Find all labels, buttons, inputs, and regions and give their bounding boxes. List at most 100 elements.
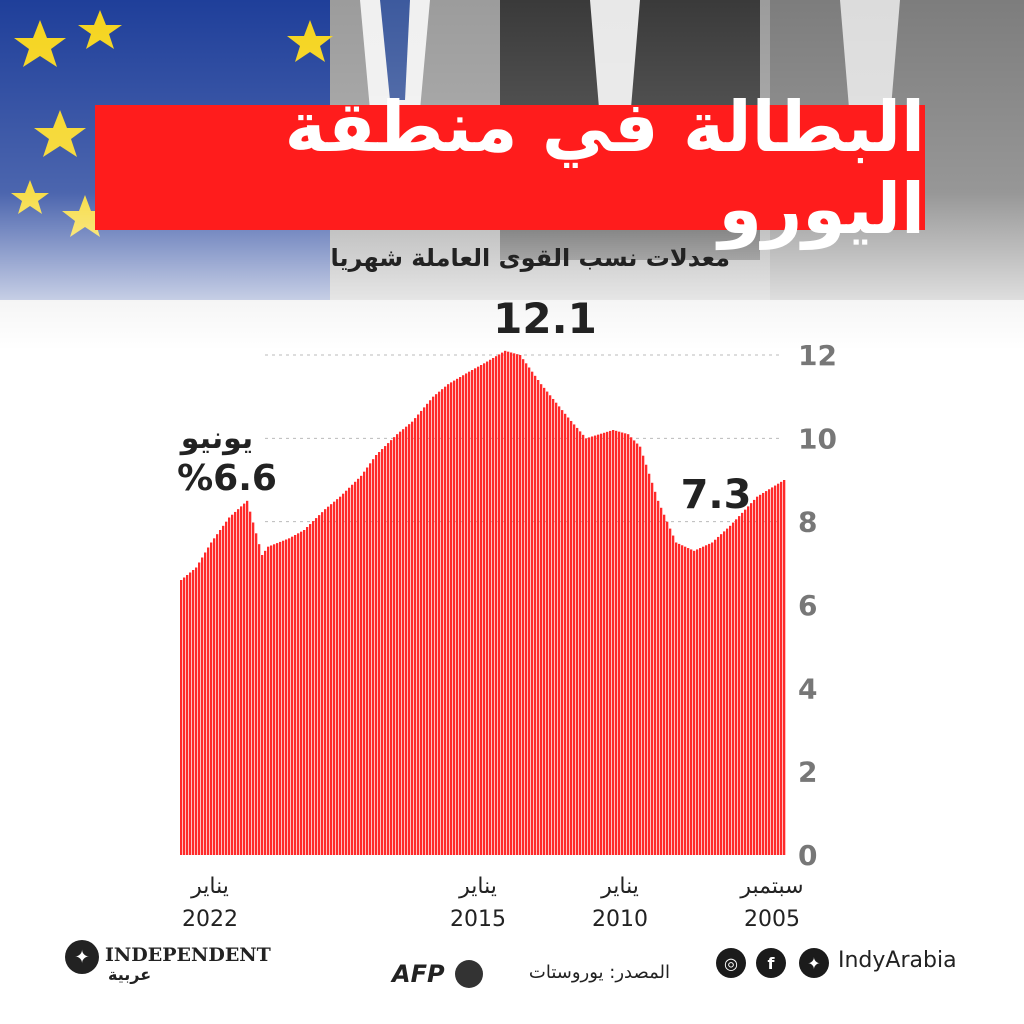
chart-bar [210,542,213,855]
chart-bar [453,380,456,855]
instagram-icon[interactable]: ◎ [716,948,746,978]
chart-bar [441,389,444,855]
chart-bar [180,580,183,855]
chart-bar [597,434,600,855]
chart-bar [756,496,759,855]
chart-bar [726,528,729,855]
chart-bar [213,538,216,855]
chart-bar [480,365,483,855]
chart-bar [231,514,234,855]
chart-bar [519,355,522,855]
chart-bar [288,538,291,855]
chart-bar [660,507,663,855]
chart-bar [555,402,558,855]
chart-bar [564,413,567,855]
chart-bar [603,432,606,855]
chart-bar [414,418,417,855]
chart-bar [270,545,273,855]
chart-bar [240,506,243,855]
chart-bar [207,547,210,855]
afp-logo: AFP [392,960,445,988]
social-handle[interactable]: IndyArabia [838,948,957,973]
chart-bar [351,484,354,855]
chart-bar [342,493,345,855]
chart-bar [369,463,372,855]
chart-bar [552,398,555,855]
chart-bar [426,403,429,855]
chart-bar [639,446,642,855]
chart-bar [561,410,564,855]
chart-bar [585,438,588,855]
chart-bar [567,417,570,855]
chart-bar [201,557,204,855]
chart-bar [693,550,696,855]
annotation-last-value: %6.6 [177,458,277,499]
chart-bar [459,377,462,855]
chart-bar [483,363,486,855]
chart-bar [282,540,285,855]
chart-bar [570,420,573,855]
chart-bar [366,467,369,855]
chart-bar [450,382,453,855]
twitter-icon[interactable]: ✦ [799,948,829,978]
chart-bar [372,459,375,855]
chart-bar [267,546,270,855]
chart-bar [486,361,489,855]
x-label-month: سبتمبر [739,874,803,899]
chart-bar [594,435,597,855]
chart-bar [780,481,783,855]
chart-subtitle: معدلات نسب القوى العاملة شهريا [330,244,730,272]
chart-bar [291,536,294,855]
chart-bar [348,487,351,855]
chart-bar [444,386,447,855]
chart-bar [324,509,327,855]
chart-bar [615,430,618,855]
chart-bar [771,487,774,855]
chart-bar [738,516,741,855]
chart-bar [579,431,582,855]
chart-bar [783,480,786,855]
independent-logo-icon: ✦ [65,940,99,974]
x-axis-labels: سبتمبر 2005 يناير 2010 يناير 2015 يناير 2022 [182,874,804,932]
y-tick-label: 10 [798,422,837,455]
chart-bar [648,473,651,855]
x-label-year: 2005 [744,907,800,932]
chart-bar [261,555,264,855]
chart-bar [390,440,393,855]
chart-bar [687,548,690,855]
chart-bar [423,407,426,855]
chart-bar [357,478,360,855]
chart-bar [558,406,561,855]
chart-bar [339,496,342,855]
chart-bar [219,530,222,855]
chart-bar [630,437,633,855]
chart-bar [264,550,267,855]
chart-bar [546,391,549,855]
chart-bar [432,396,435,855]
chart-bar [198,562,201,855]
chart-bar [744,509,747,855]
chart-bar [468,371,471,855]
chart-bar [747,506,750,855]
chart-bar [633,440,636,855]
chart-bar [318,515,321,855]
chart-bar [510,352,513,855]
chart-bar [681,545,684,855]
chart-bar [192,570,195,855]
chart-bar [396,434,399,855]
chart-bar [465,373,468,855]
chart-bar [702,546,705,855]
title-banner: البطالة في منطقة اليورو [95,86,925,250]
chart-bar [438,391,441,855]
chart-bar [501,352,504,855]
chart-bar [477,366,480,855]
chart-bar [285,539,288,855]
brand-subname: عربية [108,965,152,984]
facebook-icon[interactable]: f [756,948,786,978]
chart-bar [750,503,753,855]
chart-bar [627,434,630,855]
chart-bar [663,514,666,855]
chart-bar [228,517,231,855]
chart-bar [345,490,348,855]
x-label-year: 2010 [592,907,648,932]
